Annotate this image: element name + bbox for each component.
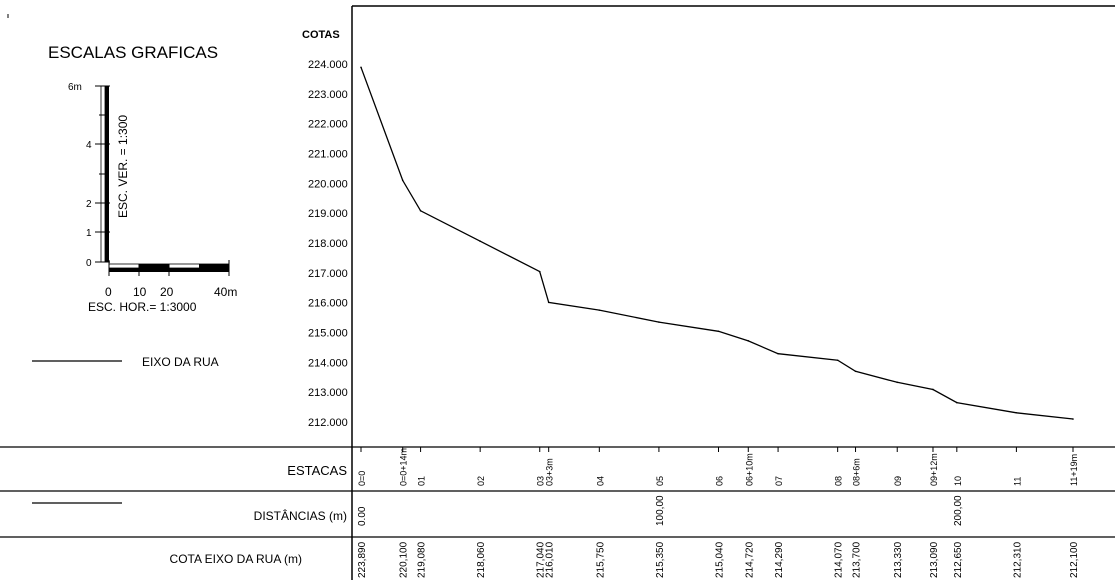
data-point [836,359,839,362]
horizontal-scale-bar: 0 10 20 40m ESC. HOR.= 1:3000 [88,260,237,314]
vertical-tick-2: 2 [86,199,92,210]
y-tick-label: 220.000 [308,178,348,190]
distancia-label: 200,00 [953,495,964,526]
data-point [854,370,857,373]
estaca-label: 07 [774,476,784,486]
estaca-label: 09+12m [929,453,939,486]
estaca-label: 06 [715,476,725,486]
data-point [419,209,422,212]
data-point [658,321,660,323]
vertical-scale-bar: 6m 4 2 1 0 ESC. VER. = 1:300 [68,82,130,269]
y-tick-label: 214.000 [308,357,348,369]
cota-label: 216,010 [545,541,556,578]
cota-label: 212,100 [1069,541,1080,578]
cota-row-label: COTA EIXO DA RUA (m) [170,552,302,566]
y-tick-label: 215.000 [308,328,348,340]
estacas-row-label: ESTACAS [287,463,347,478]
profile-series [360,66,1074,420]
cota-label: 217,040 [536,541,547,578]
cota-label: 215,350 [655,541,666,578]
horizontal-tick-10: 10 [133,285,147,299]
vertical-tick-1: 1 [86,228,92,239]
y-tick-label: 216.000 [308,298,348,310]
cota-values: 223,890 220,100 219,080 218,060 217,040216,0… [357,541,1080,578]
y-tick-label: 212.000 [308,417,348,429]
data-point [360,66,362,69]
y-tick-label: 217.000 [308,268,348,280]
estaca-label: 11 [1012,477,1022,486]
vertical-scale-label: ESC. VER. = 1:300 [116,115,130,218]
cota-label: 214,070 [834,541,845,578]
cota-label: 213,090 [929,541,940,578]
data-point [932,388,934,391]
y-tick-label: 213.000 [308,387,348,399]
cota-label: 220,100 [399,541,410,578]
estaca-label: 04 [595,476,605,486]
estaca-label: 03+3m [545,458,555,486]
estaca-label: 10 [953,476,963,486]
estaca-label: 05 [655,476,665,486]
distancia-label: 100,00 [655,495,666,526]
data-point [479,240,481,243]
distancias-values: 0.00 100,00 200,00 [357,495,964,526]
cota-label: 215,040 [715,541,726,578]
cota-label: 218,060 [476,541,487,578]
cota-label: 213,700 [852,541,863,578]
legend-label: EIXO DA RUA [142,355,219,369]
data-point [896,381,899,384]
y-tick-label: 222.000 [308,119,348,131]
cota-label: 213,330 [893,541,904,578]
data-point [1072,418,1074,420]
estaca-label: 08 [834,476,844,486]
cota-label: 212,310 [1012,541,1023,578]
y-tick-label: 223.000 [308,89,348,101]
estaca-label: 0=0+14m [399,448,409,486]
estaca-label: 03 [536,476,546,486]
estaca-label: 09 [893,476,903,486]
cota-label: 214,720 [744,541,755,578]
data-point [1015,411,1018,414]
y-tick-label: 218.000 [308,238,348,250]
data-point [956,401,958,404]
graphic-scales: ESCALAS GRAFICAS 6m 4 2 1 0 ESC. VER. = … [48,43,237,314]
estacas-values: 0=0 0=0+14m 01 02 03 03+3m 04 05 06 06+10m 07 08 08+… [357,447,1079,486]
y-tick-labels: 224.000 223.000 222.000 221.000 220.000 219.0… [308,59,348,429]
vertical-tick-0: 0 [86,258,92,269]
data-point [747,340,750,342]
estaca-label: 11+19m [1069,454,1079,486]
vertical-tick-4: 4 [86,140,92,151]
horizontal-scale-label: ESC. HOR.= 1:3000 [88,300,197,314]
y-tick-label: 224.000 [308,59,348,71]
horizontal-tick-20: 20 [160,285,174,299]
estaca-label: 02 [476,476,486,486]
distancia-label: 0.00 [357,506,368,526]
data-point [538,270,541,273]
estaca-label: 01 [417,476,427,486]
distancias-row-label: DISTÂNCIAS (m) [254,508,347,523]
cota-label: 223,890 [357,541,368,578]
estaca-label: 08+6m [852,458,862,486]
data-point [777,352,779,355]
cota-label: 212,650 [953,541,964,578]
frame [0,5,1115,580]
estaca-label: 0=0 [357,471,367,486]
y-tick-label: 219.000 [308,208,348,220]
legend: EIXO DA RUA [32,355,219,369]
data-point [547,301,550,304]
vertical-tick-6: 6m [68,82,82,93]
series-line [360,67,1074,420]
y-tick-label: 221.000 [308,149,348,161]
scales-title: ESCALAS GRAFICAS [48,43,218,62]
data-point [401,179,404,182]
cota-label: 219,080 [417,541,428,578]
horizontal-tick-0: 0 [105,285,112,299]
data-point [717,330,720,333]
y-axis-title: COTAS [302,29,340,41]
horizontal-tick-40: 40m [214,285,237,299]
estaca-label: 06+10m [744,453,754,486]
cota-label: 214,290 [774,541,785,578]
cota-label: 215,750 [595,541,606,578]
data-point [598,309,601,311]
